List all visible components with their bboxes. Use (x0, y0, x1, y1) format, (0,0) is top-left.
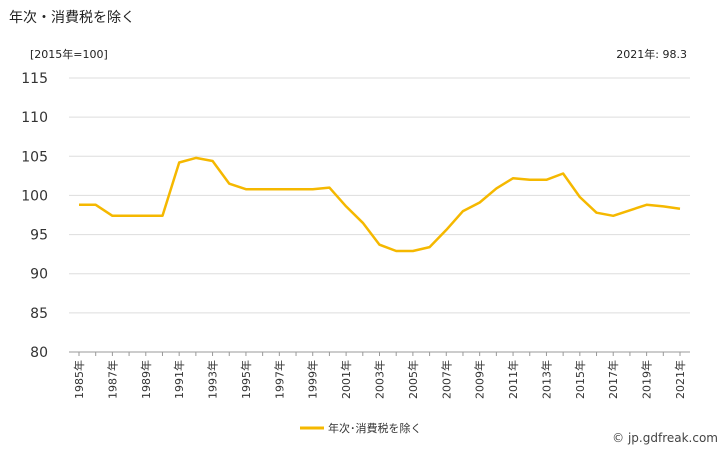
y-tick-label: 100 (21, 188, 48, 204)
y-tick-label: 85 (30, 306, 48, 322)
x-tick-label: 1997年 (272, 360, 286, 399)
x-tick-label: 2007年 (439, 360, 453, 399)
x-tick-label: 1985年 (72, 360, 86, 399)
y-tick-label: 80 (30, 345, 48, 361)
x-tick-label: 1999年 (306, 360, 320, 399)
y-tick-label: 95 (30, 228, 48, 244)
x-tick-label: 2001年 (339, 360, 353, 399)
legend-label: 年次･消費税を除く (328, 421, 422, 435)
x-tick-label: 1987年 (105, 360, 119, 399)
x-tick-label: 1991年 (172, 360, 186, 399)
y-tick-label: 105 (21, 149, 48, 165)
x-tick-label: 2013年 (539, 360, 553, 399)
x-tick-label: 2015年 (573, 360, 587, 399)
x-tick-label: 1989年 (139, 360, 153, 399)
y-tick-label: 90 (30, 267, 48, 283)
x-tick-label: 1995年 (239, 360, 253, 399)
legend: 年次･消費税を除く (300, 421, 422, 435)
x-axis: 1985年 1987年 1989年 1991年 1993年 1995年 1997年 1999年… (72, 352, 687, 399)
latest-value-note: 2021年: 98.3 (616, 47, 687, 61)
x-tick-label: 2021年 (673, 360, 687, 399)
grid-lines (69, 77, 690, 353)
unit-note: [2015年=100] (30, 47, 108, 61)
x-tick-label: 1993年 (206, 360, 220, 399)
x-tick-label: 2009年 (473, 360, 487, 399)
chart-title: 年次・消費税を除く (9, 10, 135, 26)
x-tick-label: 2019年 (640, 360, 654, 399)
x-tick-label: 2005年 (406, 360, 420, 399)
site-credit: © jp.gdfreak.com (612, 431, 718, 445)
x-tick-label: 2003年 (373, 360, 387, 399)
y-axis: 80 85 90 95 100 105 110 115 (21, 71, 48, 361)
series-layer (79, 156, 681, 253)
series-line (79, 156, 681, 253)
x-tick-label: 2011年 (506, 360, 520, 399)
y-tick-label: 110 (21, 110, 48, 126)
x-tick-label: 2017年 (606, 360, 620, 399)
y-tick-label: 115 (21, 71, 48, 87)
